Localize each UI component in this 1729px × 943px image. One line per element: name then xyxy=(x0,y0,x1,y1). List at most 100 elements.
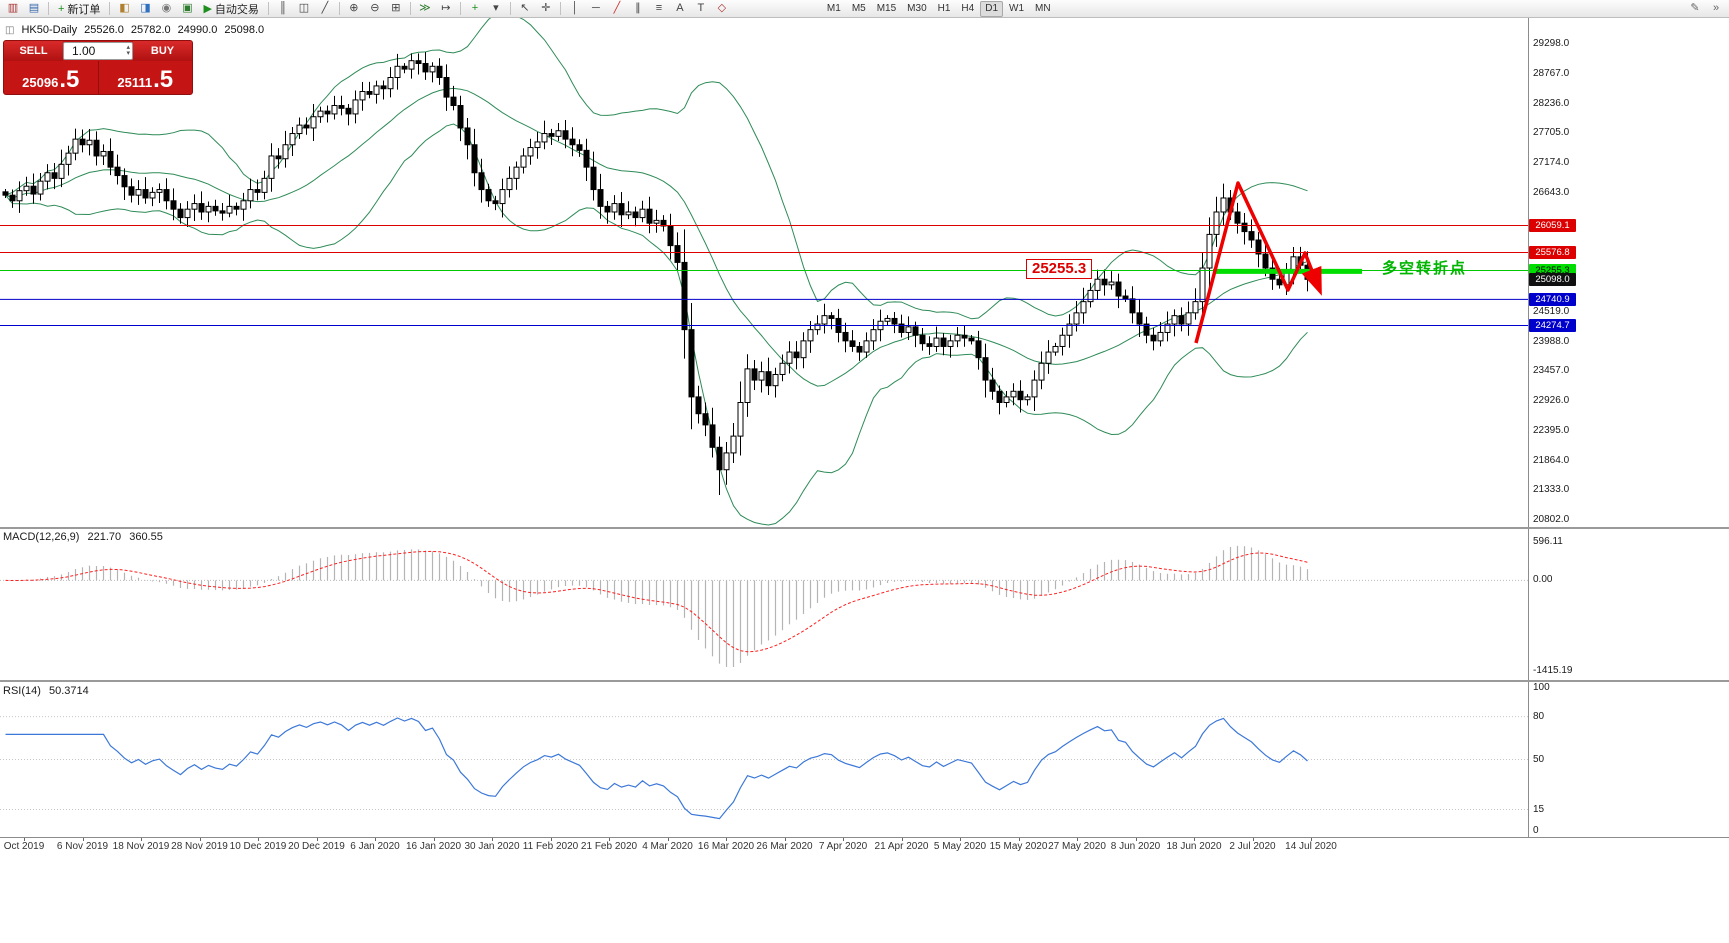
chart-ohlc-header: ◫ HK50-Daily 25526.0 25782.0 24990.0 250… xyxy=(5,24,264,36)
label-icon[interactable]: T xyxy=(697,2,705,14)
shapes-icon[interactable]: ◇ xyxy=(717,2,727,14)
macd-panel-splitter[interactable] xyxy=(0,527,1729,529)
buy-button[interactable]: BUY xyxy=(133,41,192,61)
rsi-name: RSI(14) xyxy=(3,685,41,697)
chart-symbol-icon: ◫ xyxy=(5,24,15,36)
y-axis-label: 20802.0 xyxy=(1533,514,1570,526)
new-order-button[interactable]: + 新订单 xyxy=(53,1,105,16)
axis-tick xyxy=(609,838,610,841)
timeframe-button-mn[interactable]: MN xyxy=(1035,2,1051,14)
channel-icon[interactable]: ∥ xyxy=(635,2,641,14)
navigator-icon[interactable]: ◉ xyxy=(161,2,172,14)
indicators-dropdown-icon[interactable]: ▾ xyxy=(493,2,499,14)
timeframe-button-m30[interactable]: M30 xyxy=(907,2,927,14)
rsi-indicator-panel[interactable] xyxy=(0,682,1528,837)
fibonacci-icon[interactable]: ≡ xyxy=(655,2,663,14)
close-value: 25098.0 xyxy=(224,24,265,36)
zoom-in-icon[interactable]: ⊕ xyxy=(349,2,359,14)
high-value: 25782.0 xyxy=(130,24,171,36)
axis-tick xyxy=(960,838,961,841)
axis-tick xyxy=(82,838,84,841)
chart-window-icon[interactable]: ▥ xyxy=(7,2,19,14)
chart-profiles-icon[interactable]: ▤ xyxy=(28,2,40,14)
toolbar-more-icon[interactable]: » xyxy=(1712,2,1720,14)
date-label: 30 Jan 2020 xyxy=(464,841,520,852)
date-label: 16 Jan 2020 xyxy=(405,841,462,852)
bollinger-bands xyxy=(5,18,1308,526)
axis-tick xyxy=(492,838,493,841)
candlestick-type-icon[interactable]: ◫ xyxy=(298,2,310,14)
symbol-period-label: HK50-Daily xyxy=(21,24,78,36)
terminal-icon[interactable]: ▣ xyxy=(182,2,193,14)
main-price-chart[interactable] xyxy=(0,18,1528,527)
pencil-icon[interactable]: ✎ xyxy=(1690,2,1700,14)
timeframe-button-m1[interactable]: M1 xyxy=(826,2,841,14)
sell-button[interactable]: SELL xyxy=(4,41,63,61)
axis-tick xyxy=(316,838,318,841)
date-label: 4 Mar 2020 xyxy=(642,841,693,852)
chart-shift-icon[interactable]: ↦ xyxy=(441,2,451,14)
y-axis-label: 26643.0 xyxy=(1533,186,1570,198)
sell-price[interactable]: 25096 .5 xyxy=(22,66,80,93)
timeframe-button-w1[interactable]: W1 xyxy=(1009,2,1025,14)
auto-scroll-icon[interactable]: ≫ xyxy=(419,2,431,14)
rsi-panel-splitter[interactable] xyxy=(0,680,1729,682)
crosshair-icon[interactable]: ✛ xyxy=(541,2,551,14)
macd-indicator-panel[interactable] xyxy=(0,529,1528,680)
axis-tick xyxy=(433,838,435,841)
macd-title: MACD(12,26,9) 221.70 360.55 xyxy=(3,531,168,543)
horizontal-level-lines[interactable] xyxy=(0,224,1528,326)
tile-windows-icon[interactable]: ⊞ xyxy=(391,2,401,14)
axis-tick xyxy=(1311,838,1312,841)
date-label: 11 Feb 2020 xyxy=(522,841,579,852)
price-level-text-box[interactable]: 25255.3 xyxy=(1026,259,1093,279)
y-axis-label: 29298.0 xyxy=(1533,37,1570,49)
timeframe-button-h4[interactable]: H4 xyxy=(961,2,975,14)
axis-tick xyxy=(1018,838,1020,841)
y-axis-label: 28236.0 xyxy=(1533,97,1570,109)
market-watch-icon[interactable]: ◧ xyxy=(119,2,130,14)
y-axis-label: 22926.0 xyxy=(1533,395,1570,407)
axis-tick xyxy=(375,838,376,841)
timeframe-button-d1[interactable]: D1 xyxy=(980,0,1004,17)
macd-scale-label: -1415.19 xyxy=(1533,665,1573,677)
text-icon[interactable]: A xyxy=(676,2,684,14)
buy-price[interactable]: 25111 .5 xyxy=(97,61,193,94)
candles xyxy=(2,52,1311,495)
y-axis-label: 23457.0 xyxy=(1533,365,1570,377)
toolbar-separator xyxy=(409,2,411,15)
timeframe-button-h1[interactable]: H1 xyxy=(937,2,951,14)
toolbar-separator xyxy=(109,2,111,15)
y-axis-label: 21333.0 xyxy=(1533,484,1570,496)
rsi-scale-label: 0 xyxy=(1533,825,1539,836)
timeframe-button-m15[interactable]: M15 xyxy=(876,2,897,14)
axis-tick xyxy=(1194,838,1195,841)
open-value: 25526.0 xyxy=(84,24,124,36)
date-label: 16 Mar 2020 xyxy=(697,841,755,852)
macd-scale-label: 596.11 xyxy=(1533,536,1563,548)
date-label: 8 Jun 2020 xyxy=(1110,841,1161,852)
toolbar-separator xyxy=(338,2,340,15)
line-chart-type-icon[interactable]: ╱ xyxy=(321,2,329,14)
zoom-out-icon[interactable]: ⊖ xyxy=(370,2,380,14)
timeframe-button-m5[interactable]: M5 xyxy=(851,2,866,14)
turning-point-label[interactable]: 多空转折点 xyxy=(1382,260,1468,277)
axis-tick xyxy=(1077,838,1078,841)
horizontal-line-icon[interactable]: ─ xyxy=(592,2,600,14)
time-axis-separator xyxy=(0,837,1729,838)
vertical-line-icon[interactable]: │ xyxy=(571,2,579,14)
axis-tick xyxy=(1252,838,1254,841)
cursor-icon[interactable]: ↖ xyxy=(520,2,530,14)
bar-chart-type-icon[interactable]: ║ xyxy=(279,2,287,14)
lot-increase-button[interactable]: ▴ xyxy=(126,44,130,51)
lot-decrease-button[interactable]: ▾ xyxy=(126,50,130,57)
lot-size-input[interactable]: 1.00 ▴ ▾ xyxy=(63,42,133,60)
date-label: 14 Jul 2020 xyxy=(1285,841,1337,852)
low-value: 24990.0 xyxy=(177,24,218,36)
trendline-icon[interactable]: ╱ xyxy=(613,2,621,14)
add-indicator-icon[interactable]: + xyxy=(471,2,479,14)
red-zigzag-arrow[interactable] xyxy=(1194,181,1322,344)
axis-tick xyxy=(141,838,142,841)
autotrading-button[interactable]: ▶ 自动交易 xyxy=(198,1,263,16)
data-window-icon[interactable]: ◨ xyxy=(140,2,151,14)
